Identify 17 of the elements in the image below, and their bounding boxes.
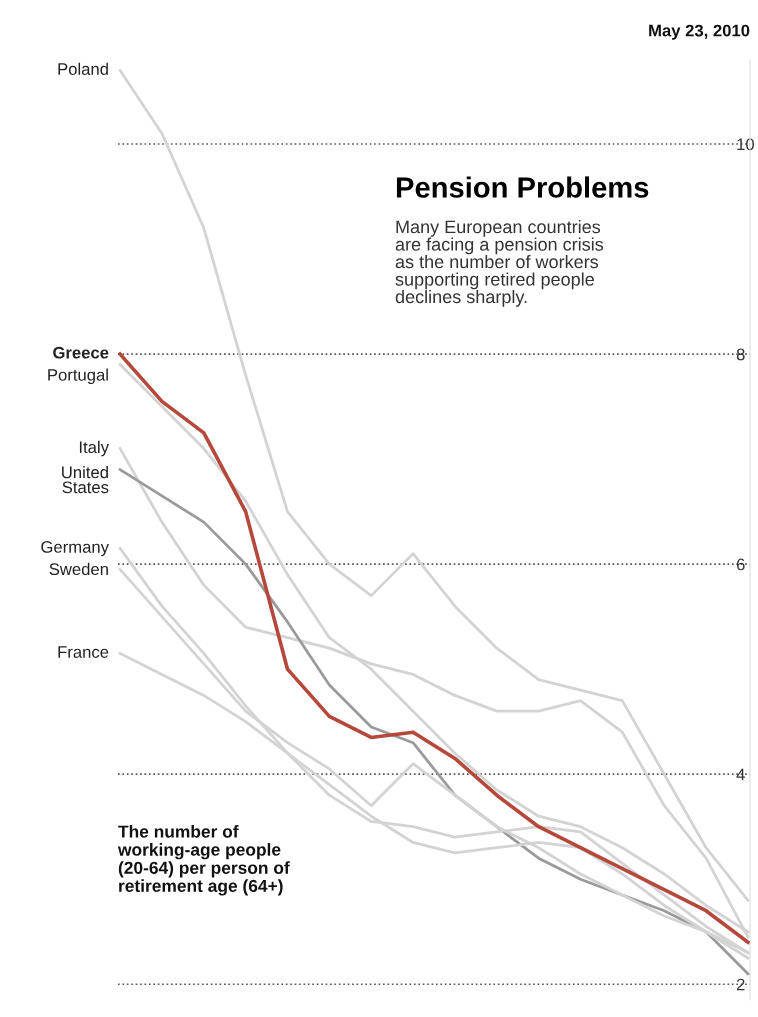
text: Pension Problems [396, 176, 649, 198]
series-label: Portugal [48, 368, 108, 385]
series-label: United States [62, 466, 109, 494]
series-label: Italy [79, 440, 109, 457]
text: Many European countries are facing a pension crisis as the number of workers supporting retired people declines sharply. [395, 220, 604, 307]
text: May 23, 2010 [649, 24, 750, 40]
series-label: Germany [41, 541, 109, 557]
annotation: The number of working-age people (20-64) per person of retirement age (64+) [117, 825, 290, 896]
y-tick-label: 8 [736, 348, 745, 361]
series-label: Greece [53, 346, 109, 359]
y-tick-label: 10 [737, 138, 754, 151]
y-tick-label: 4 [736, 768, 745, 781]
y-tick-label: 2 [736, 978, 745, 991]
series-label: France [58, 646, 109, 658]
series-label: Poland [58, 62, 108, 75]
series-label: Sweden [49, 562, 108, 576]
y-tick-label: 6 [736, 558, 745, 571]
